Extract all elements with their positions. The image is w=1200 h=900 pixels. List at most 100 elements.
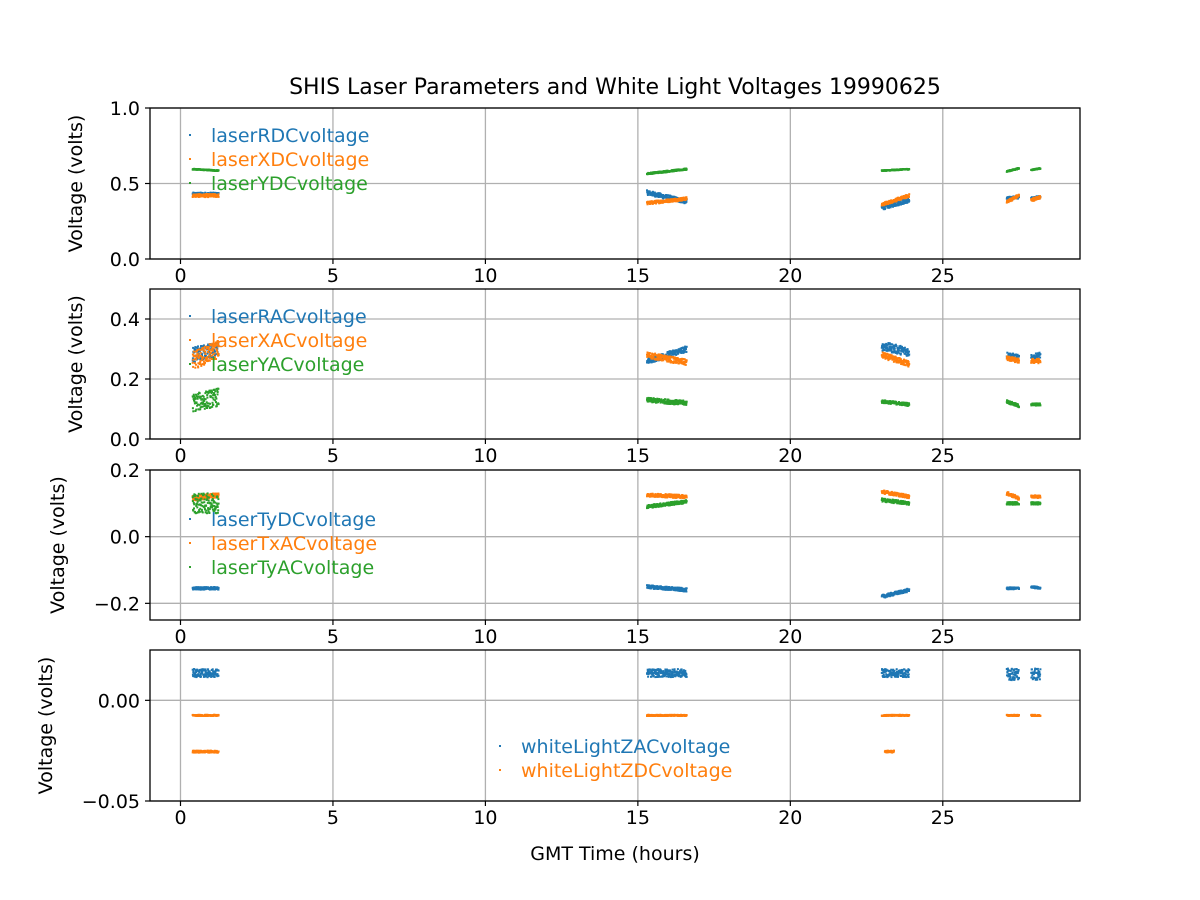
data-point bbox=[203, 407, 206, 410]
data-point bbox=[204, 353, 207, 355]
data-point bbox=[216, 349, 219, 352]
data-point bbox=[675, 353, 678, 356]
data-point bbox=[210, 499, 213, 502]
data-point bbox=[667, 398, 670, 401]
data-point bbox=[200, 364, 203, 367]
data-point bbox=[199, 507, 202, 510]
data-point bbox=[200, 352, 203, 355]
data-point bbox=[206, 492, 209, 495]
data-point bbox=[682, 358, 685, 360]
data-point bbox=[192, 669, 195, 672]
legend: laserTyDCvoltagelaserTxACvoltagelaserTyA… bbox=[189, 509, 377, 579]
data-point bbox=[882, 343, 885, 346]
data-point bbox=[212, 501, 215, 504]
data-point bbox=[210, 675, 213, 678]
data-point bbox=[206, 498, 209, 501]
data-point bbox=[216, 192, 219, 195]
data-point bbox=[900, 349, 903, 352]
data-point bbox=[680, 348, 682, 350]
data-point bbox=[671, 200, 673, 203]
data-point bbox=[884, 357, 887, 360]
data-point bbox=[677, 351, 680, 354]
data-point bbox=[682, 196, 685, 199]
legend-label: laserXDCvoltage bbox=[211, 149, 369, 171]
data-point bbox=[896, 357, 898, 360]
legend-label: laserTyDCvoltage bbox=[211, 509, 376, 531]
data-point bbox=[208, 389, 211, 392]
data-point bbox=[192, 346, 195, 349]
data-point bbox=[199, 669, 202, 672]
data-point bbox=[194, 410, 197, 412]
data-point bbox=[678, 400, 681, 403]
data-point bbox=[211, 391, 213, 393]
data-point bbox=[206, 676, 209, 679]
data-point bbox=[207, 405, 210, 408]
data-point bbox=[217, 193, 220, 196]
data-point bbox=[651, 194, 654, 197]
data-point bbox=[685, 402, 688, 405]
data-point bbox=[214, 390, 217, 393]
data-point bbox=[681, 403, 684, 406]
data-point bbox=[203, 345, 206, 348]
data-point bbox=[213, 392, 216, 395]
data-point bbox=[896, 352, 899, 355]
data-point bbox=[680, 197, 683, 199]
data-point bbox=[1039, 353, 1042, 356]
data-point bbox=[664, 398, 666, 401]
data-point bbox=[207, 670, 210, 673]
data-point bbox=[216, 351, 219, 354]
data-point bbox=[646, 190, 649, 192]
data-point bbox=[900, 591, 903, 594]
data-point bbox=[198, 392, 201, 395]
legend-marker bbox=[189, 363, 191, 365]
data-point bbox=[208, 349, 211, 352]
data-point bbox=[1017, 498, 1020, 501]
data-point bbox=[894, 350, 896, 353]
data-point bbox=[901, 359, 904, 362]
data-point bbox=[199, 361, 202, 364]
data-point bbox=[646, 194, 649, 196]
data-point bbox=[1017, 358, 1020, 361]
data-point bbox=[216, 389, 219, 392]
data-point bbox=[901, 201, 903, 204]
data-point bbox=[192, 195, 195, 198]
legend-marker bbox=[189, 158, 191, 160]
x-tick-label: 0 bbox=[174, 265, 186, 287]
data-point bbox=[201, 345, 204, 348]
data-point bbox=[1015, 503, 1018, 506]
data-point bbox=[905, 359, 908, 362]
data-point bbox=[884, 498, 887, 501]
data-point bbox=[658, 505, 661, 508]
data-point bbox=[217, 493, 220, 496]
data-point bbox=[204, 403, 207, 405]
data-segment bbox=[1005, 491, 1020, 501]
y-ticks: 0.00.51.0 bbox=[110, 98, 150, 271]
data-point bbox=[212, 343, 215, 346]
data-point bbox=[897, 499, 899, 502]
data-point bbox=[888, 349, 891, 352]
data-point bbox=[194, 397, 197, 400]
data-point bbox=[214, 399, 217, 402]
data-point bbox=[206, 396, 209, 399]
data-segment bbox=[191, 193, 220, 199]
data-point bbox=[192, 397, 195, 400]
data-point bbox=[660, 357, 662, 360]
data-point bbox=[200, 675, 202, 678]
data-point bbox=[685, 400, 688, 403]
data-point bbox=[191, 353, 194, 356]
data-point bbox=[676, 361, 679, 364]
data-point bbox=[899, 353, 902, 356]
data-point bbox=[214, 345, 217, 348]
data-point bbox=[662, 359, 665, 362]
data-point bbox=[196, 397, 199, 400]
data-point bbox=[900, 502, 903, 505]
data-point bbox=[213, 352, 216, 355]
data-point bbox=[1006, 359, 1009, 362]
data-point bbox=[1008, 352, 1010, 355]
data-point bbox=[903, 358, 905, 361]
data-point bbox=[205, 405, 208, 408]
data-point bbox=[202, 496, 205, 499]
data-point bbox=[216, 503, 219, 506]
data-point bbox=[191, 673, 194, 676]
data-point bbox=[1036, 354, 1038, 357]
